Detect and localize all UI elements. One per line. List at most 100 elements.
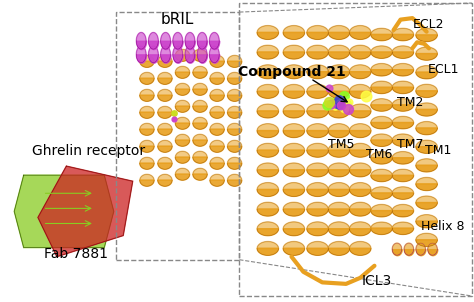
Polygon shape xyxy=(228,123,242,129)
Polygon shape xyxy=(328,170,349,177)
Polygon shape xyxy=(257,170,278,177)
Polygon shape xyxy=(416,184,437,191)
Polygon shape xyxy=(350,26,371,32)
Polygon shape xyxy=(307,209,328,216)
Polygon shape xyxy=(140,78,154,84)
Polygon shape xyxy=(416,240,437,246)
Polygon shape xyxy=(283,209,304,216)
Polygon shape xyxy=(283,91,304,98)
Polygon shape xyxy=(392,46,413,52)
Polygon shape xyxy=(158,89,172,95)
Text: ICL3: ICL3 xyxy=(362,274,392,288)
Bar xyxy=(116,12,239,260)
Polygon shape xyxy=(257,85,278,91)
Polygon shape xyxy=(283,150,304,157)
Polygon shape xyxy=(228,180,242,186)
Polygon shape xyxy=(350,65,371,72)
Polygon shape xyxy=(307,111,328,118)
Polygon shape xyxy=(257,222,278,229)
Polygon shape xyxy=(307,91,328,98)
Polygon shape xyxy=(392,152,413,158)
Polygon shape xyxy=(307,222,328,229)
Polygon shape xyxy=(371,99,392,105)
Polygon shape xyxy=(307,65,328,72)
Polygon shape xyxy=(148,46,158,63)
Polygon shape xyxy=(283,183,304,190)
Polygon shape xyxy=(392,228,413,234)
Polygon shape xyxy=(158,106,172,112)
Polygon shape xyxy=(158,129,172,135)
Polygon shape xyxy=(228,140,242,146)
Polygon shape xyxy=(197,33,207,49)
Polygon shape xyxy=(175,117,190,123)
Point xyxy=(332,100,339,104)
Polygon shape xyxy=(392,99,413,105)
Polygon shape xyxy=(140,112,154,118)
Polygon shape xyxy=(392,81,413,87)
Polygon shape xyxy=(210,140,224,146)
Polygon shape xyxy=(307,85,328,91)
Polygon shape xyxy=(371,152,392,158)
Polygon shape xyxy=(392,193,413,199)
Polygon shape xyxy=(307,32,328,39)
Polygon shape xyxy=(228,106,242,112)
Polygon shape xyxy=(158,95,172,101)
Polygon shape xyxy=(392,116,413,123)
Text: ECL2: ECL2 xyxy=(413,18,445,31)
Polygon shape xyxy=(371,70,392,76)
Polygon shape xyxy=(193,123,207,129)
Polygon shape xyxy=(416,84,437,91)
Polygon shape xyxy=(283,170,304,177)
Polygon shape xyxy=(307,72,328,79)
Point xyxy=(336,101,344,105)
Polygon shape xyxy=(210,89,224,95)
Polygon shape xyxy=(283,124,304,130)
Polygon shape xyxy=(307,130,328,137)
Polygon shape xyxy=(210,112,224,118)
Polygon shape xyxy=(328,130,349,137)
Polygon shape xyxy=(257,183,278,190)
Polygon shape xyxy=(193,140,207,146)
Polygon shape xyxy=(371,105,392,111)
Polygon shape xyxy=(307,190,328,196)
Polygon shape xyxy=(371,87,392,94)
Polygon shape xyxy=(416,147,437,153)
Polygon shape xyxy=(257,52,278,59)
Polygon shape xyxy=(350,170,371,177)
Polygon shape xyxy=(283,202,304,209)
Polygon shape xyxy=(210,106,224,112)
Polygon shape xyxy=(161,46,171,63)
Polygon shape xyxy=(416,66,437,72)
Polygon shape xyxy=(228,163,242,169)
Text: TM1: TM1 xyxy=(425,144,452,158)
Polygon shape xyxy=(283,111,304,118)
Polygon shape xyxy=(350,222,371,229)
Text: Helix 8: Helix 8 xyxy=(421,220,465,233)
Polygon shape xyxy=(371,123,392,129)
Polygon shape xyxy=(193,89,207,95)
Polygon shape xyxy=(210,33,219,49)
Polygon shape xyxy=(328,111,349,118)
Polygon shape xyxy=(350,242,371,248)
Polygon shape xyxy=(175,123,190,129)
Polygon shape xyxy=(210,180,224,186)
Polygon shape xyxy=(140,72,154,78)
Polygon shape xyxy=(416,196,437,203)
Polygon shape xyxy=(328,163,349,170)
Text: TM2: TM2 xyxy=(397,96,423,109)
Polygon shape xyxy=(404,243,413,255)
Polygon shape xyxy=(416,178,437,184)
Polygon shape xyxy=(416,35,437,41)
Polygon shape xyxy=(350,229,371,236)
Point xyxy=(171,117,178,122)
Polygon shape xyxy=(350,183,371,190)
Polygon shape xyxy=(175,66,190,72)
Polygon shape xyxy=(175,72,190,78)
Polygon shape xyxy=(257,143,278,150)
Polygon shape xyxy=(283,222,304,229)
Polygon shape xyxy=(193,134,207,140)
Polygon shape xyxy=(416,54,437,60)
Polygon shape xyxy=(392,123,413,129)
Polygon shape xyxy=(283,130,304,137)
Polygon shape xyxy=(283,163,304,170)
